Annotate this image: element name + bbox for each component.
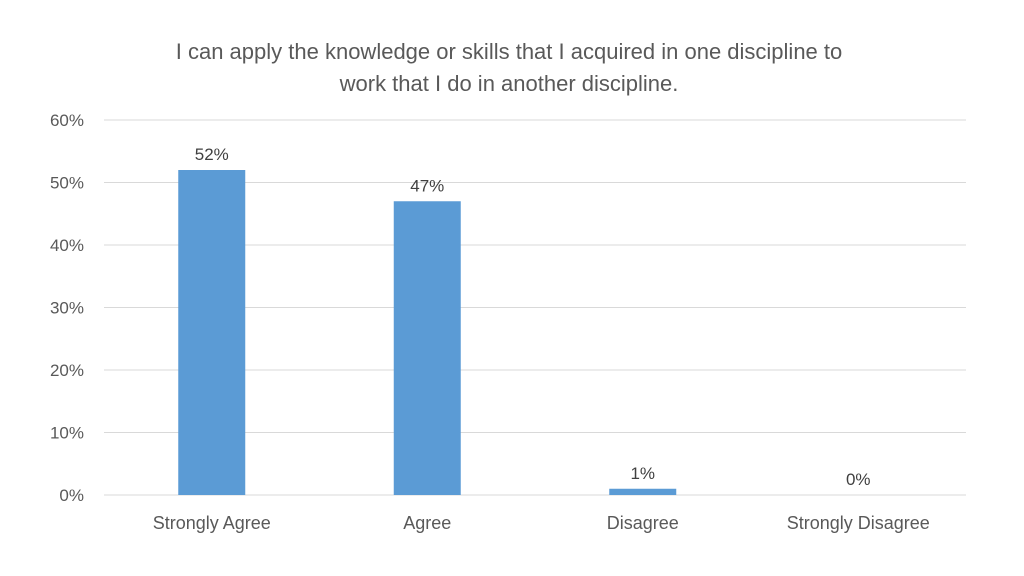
chart-title: I can apply the knowledge or skills that… <box>112 36 906 100</box>
chart-title-line-2: work that I do in another discipline. <box>339 71 679 96</box>
bar <box>178 170 246 495</box>
y-tick-label: 10% <box>50 424 84 443</box>
data-label: 47% <box>410 176 444 195</box>
y-tick-label: 60% <box>50 111 84 130</box>
x-category-label: Disagree <box>607 513 679 533</box>
bar <box>393 201 461 495</box>
x-category-label: Strongly Agree <box>153 513 271 533</box>
y-tick-label: 30% <box>50 299 84 318</box>
y-tick-label: 50% <box>50 174 84 193</box>
y-tick-label: 20% <box>50 361 84 380</box>
y-tick-label: 40% <box>50 236 84 255</box>
data-label: 52% <box>195 145 229 164</box>
chart-title-line-1: I can apply the knowledge or skills that… <box>175 39 843 64</box>
x-category-label: Strongly Disagree <box>787 513 930 533</box>
data-label: 1% <box>630 464 655 483</box>
data-label: 0% <box>846 470 871 489</box>
x-category-label: Agree <box>403 513 451 533</box>
bar <box>609 488 677 495</box>
y-tick-label: 0% <box>59 486 84 505</box>
